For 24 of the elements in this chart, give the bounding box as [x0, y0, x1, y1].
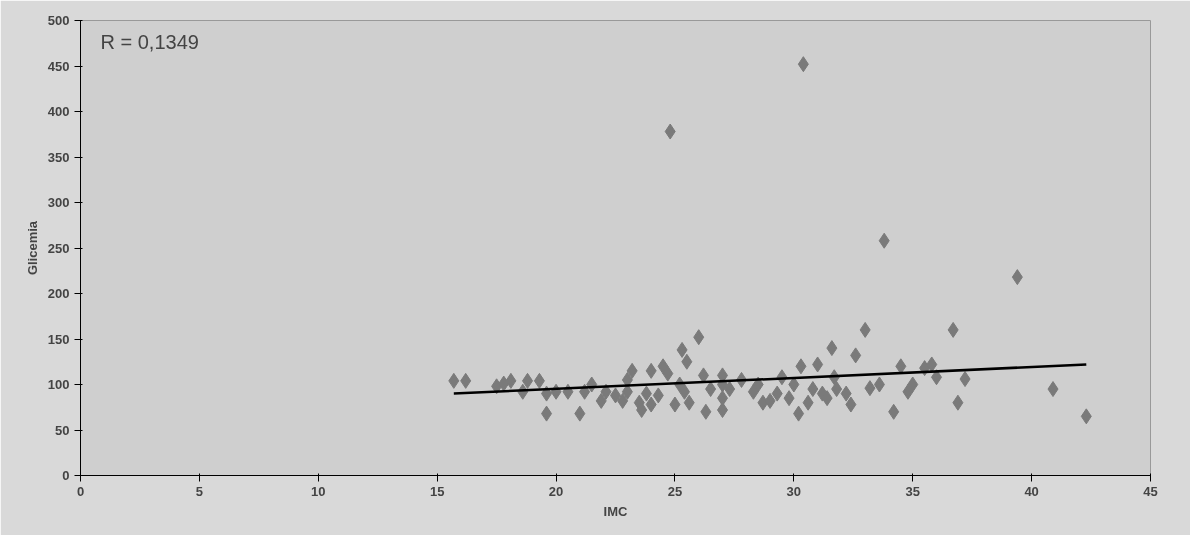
- x-tick-label: 30: [786, 483, 802, 499]
- x-tick-label: 0: [76, 483, 85, 499]
- x-tick-label: 15: [429, 483, 445, 499]
- y-tick-label: 400: [47, 104, 70, 119]
- y-tick-label: 300: [47, 195, 70, 210]
- x-tick-label: 10: [311, 483, 326, 499]
- y-tick-label: 0: [62, 468, 70, 483]
- x-tick-label: 40: [1024, 483, 1039, 499]
- y-tick-label: 200: [47, 286, 70, 301]
- x-tick-label: 35: [905, 483, 920, 499]
- y-tick-label: 500: [47, 13, 70, 28]
- x-tick-label: 5: [195, 483, 204, 499]
- x-tick-label: 20: [548, 483, 564, 499]
- y-tick-label: 250: [47, 240, 70, 256]
- x-axis-title: IMC: [603, 503, 629, 519]
- y-axis-title: Glicemia: [24, 220, 40, 276]
- y-tick-label: 350: [47, 149, 70, 165]
- x-tick-label: 25: [667, 483, 683, 499]
- y-tick-label: 450: [47, 58, 70, 74]
- y-tick-label: 150: [47, 331, 70, 347]
- x-tick-label: 45: [1143, 483, 1158, 499]
- y-tick-label: 100: [47, 377, 70, 392]
- annotation: R = 0,1349: [100, 30, 199, 53]
- y-tick-label: 50: [55, 422, 70, 438]
